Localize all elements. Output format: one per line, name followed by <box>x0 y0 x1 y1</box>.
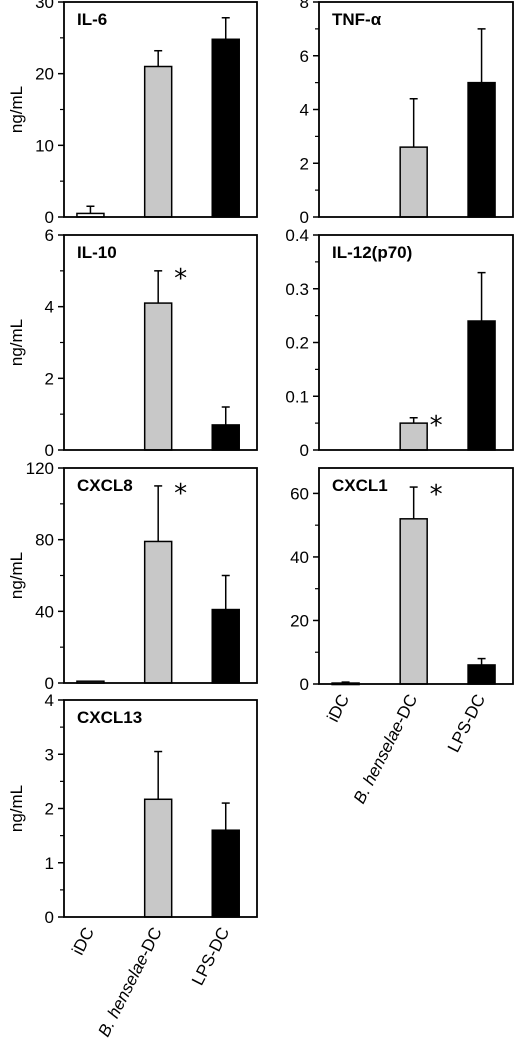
panel-title: IL-10 <box>77 243 117 262</box>
panel-title: IL-12(p70) <box>332 243 412 262</box>
y-tick-label: 0 <box>300 208 309 227</box>
bar-bhenselaedc <box>143 798 173 918</box>
y-tick-label: 0.2 <box>285 334 309 353</box>
category-label: LPS-DC <box>188 924 233 988</box>
category-label: iDC <box>323 691 353 725</box>
y-tick-label: 2 <box>45 369 54 388</box>
panel-2: 0 2 4 6 * IL-10 ng/mL <box>7 226 258 460</box>
y-tick-label: 4 <box>300 101 309 120</box>
significance-star: * <box>174 479 187 509</box>
significance-star: * <box>430 480 443 510</box>
category-label: B. henselae-DC <box>94 924 165 1040</box>
bar-bhenselaedc <box>399 422 428 451</box>
y-tick-label: 6 <box>300 47 309 66</box>
y-tick-label: 0.3 <box>285 280 309 299</box>
panel-title: TNF-α <box>332 10 382 29</box>
y-tick-label: 0 <box>45 908 54 927</box>
category-label: LPS-DC <box>444 691 489 755</box>
panel-title: IL-6 <box>77 10 107 29</box>
bar-lpsdc <box>467 664 496 685</box>
panel-frame <box>63 699 258 918</box>
panel-frame <box>318 234 514 451</box>
y-tick-label: 0.1 <box>285 387 309 406</box>
y-tick-label: 8 <box>300 0 309 12</box>
panel-4: 0 40 80 120 * CXCL8 ng/mL <box>7 459 258 693</box>
panel-title: CXCL13 <box>77 708 142 727</box>
category-label: iDC <box>68 924 98 958</box>
y-tick-label: 80 <box>35 531 54 550</box>
bar-lpsdc <box>211 424 240 451</box>
bar-lpsdc <box>467 81 496 218</box>
panel-1: 0 2 4 6 8 TNF-α <box>300 0 514 227</box>
bar-bhenselaedc <box>399 146 428 218</box>
bar-lpsdc <box>211 38 240 218</box>
bar-bhenselaedc <box>143 540 173 684</box>
y-tick-label: 0 <box>300 675 309 694</box>
y-tick-label: 0 <box>300 441 309 460</box>
panel-frame <box>318 467 514 685</box>
y-tick-label: 20 <box>35 65 54 84</box>
panel-frame <box>63 1 258 218</box>
y-tick-label: 4 <box>45 298 54 317</box>
panel-frame <box>63 467 258 684</box>
y-axis-label: ng/mL <box>7 86 26 133</box>
panel-frame <box>318 1 514 218</box>
panel-3: 0 0.1 0.2 0.3 0.4 * IL-12(p70) <box>285 226 514 460</box>
panel-title: CXCL1 <box>332 476 388 495</box>
significance-star: * <box>174 264 187 294</box>
panel-frame <box>63 234 258 451</box>
y-tick-label: 20 <box>290 611 309 630</box>
bar-lpsdc <box>211 829 240 918</box>
y-tick-label: 10 <box>35 136 54 155</box>
category-label: B. henselae-DC <box>350 691 421 807</box>
panel-title: CXCL8 <box>77 476 133 495</box>
y-tick-label: 0.4 <box>285 226 309 245</box>
y-tick-label: 0 <box>45 441 54 460</box>
y-axis-label: ng/mL <box>7 785 26 832</box>
significance-star: * <box>430 411 443 441</box>
bar-bhenselaedc <box>143 302 173 451</box>
bar-bhenselaedc <box>143 65 173 218</box>
y-tick-label: 60 <box>290 484 309 503</box>
y-tick-label: 3 <box>45 745 54 764</box>
y-axis-label: ng/mL <box>7 319 26 366</box>
y-tick-label: 1 <box>45 854 54 873</box>
y-tick-label: 0 <box>45 674 54 693</box>
y-tick-label: 120 <box>26 459 54 478</box>
y-tick-label: 0 <box>45 208 54 227</box>
y-tick-label: 40 <box>290 548 309 567</box>
y-tick-label: 2 <box>45 800 54 819</box>
bar-lpsdc <box>211 608 240 684</box>
y-tick-label: 40 <box>35 602 54 621</box>
y-tick-label: 6 <box>45 226 54 245</box>
bar-bhenselaedc <box>399 518 428 685</box>
y-tick-label: 4 <box>45 691 54 710</box>
y-axis-label: ng/mL <box>7 552 26 599</box>
y-tick-label: 30 <box>35 0 54 12</box>
panel-0: 0 10 20 30 IL-6 ng/mL <box>7 0 258 227</box>
y-tick-label: 2 <box>300 154 309 173</box>
bar-lpsdc <box>467 320 496 451</box>
